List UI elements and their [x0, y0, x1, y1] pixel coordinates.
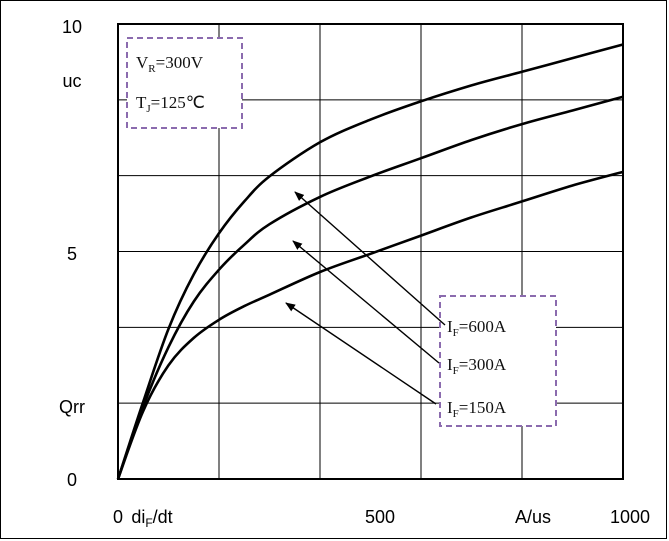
- curve-if-600a: [116, 43, 624, 480]
- y-tick-label: 10: [62, 17, 82, 37]
- annotation-arrow: [285, 302, 437, 405]
- y-tick-label: 0: [67, 470, 77, 490]
- x-tick-label: 500: [365, 507, 395, 527]
- tj-condition: TJ=125℃: [136, 93, 205, 115]
- x-tick-label: A/us: [515, 507, 551, 527]
- curve-if-300a: [116, 95, 624, 480]
- vr-condition: VR=300V: [136, 53, 204, 75]
- curve-if-150a: [116, 170, 624, 480]
- x-tick-label: 0: [113, 507, 123, 527]
- y-tick-label: 5: [67, 244, 77, 264]
- x-tick-label: diF/dt: [131, 507, 172, 530]
- legend-box: IF=600A IF=300A IF=150A: [439, 295, 557, 427]
- conditions-box: VR=300V TJ=125℃: [126, 37, 243, 129]
- y-tick-label: uc: [62, 71, 81, 91]
- annotation-arrow: [294, 191, 446, 326]
- curves: [116, 43, 624, 480]
- x-tick-label: 1000: [610, 507, 650, 527]
- legend-entry: IF=300A: [447, 355, 507, 377]
- plot-area-border: [117, 23, 624, 480]
- legend-entry: IF=150A: [447, 398, 507, 420]
- arrows: [285, 191, 446, 405]
- tick-labels: 0 diF/dt 500 A/us 1000 10 uc 5 Qrr 0: [59, 17, 650, 530]
- legend-entry: IF=600A: [447, 317, 507, 339]
- y-tick-label: Qrr: [59, 397, 85, 417]
- annotation-arrow: [292, 240, 440, 364]
